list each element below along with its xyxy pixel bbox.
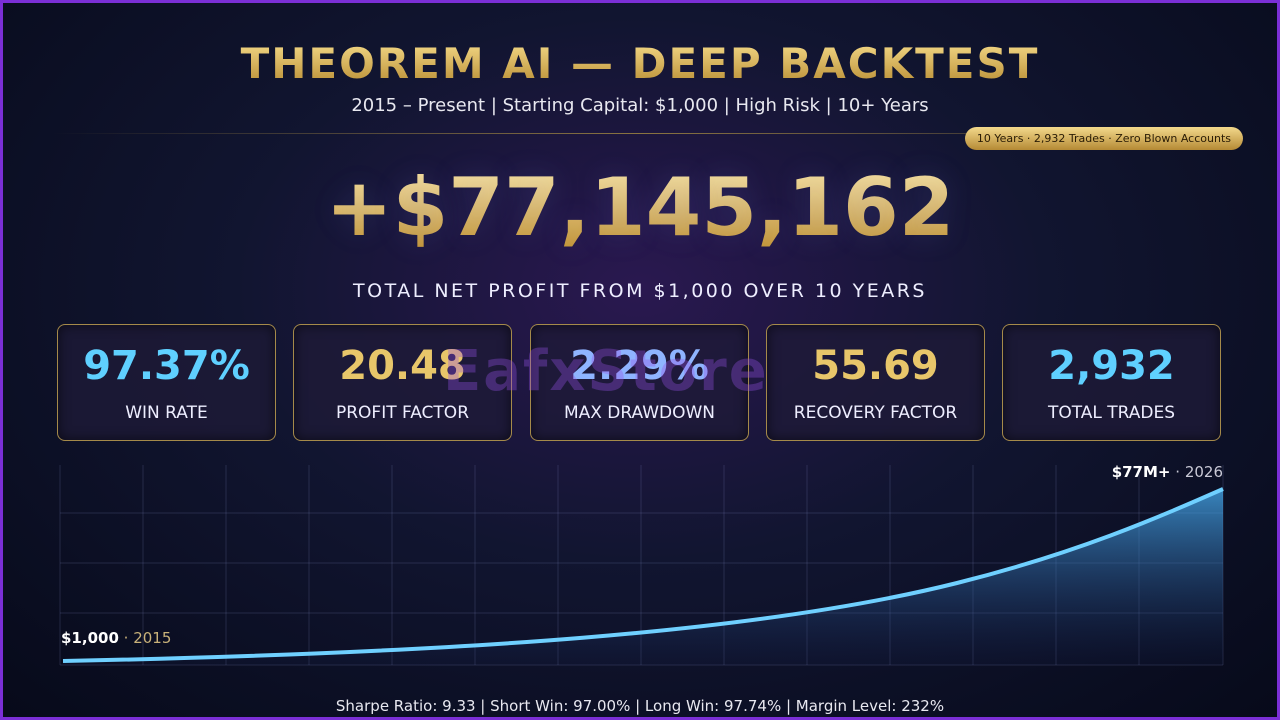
stat-card: 55.69 RECOVERY FACTOR: [766, 324, 985, 441]
headline-value: +$77,145,162: [3, 161, 1277, 254]
stat-label: WIN RATE: [125, 403, 208, 423]
title: THEOREM AI — DEEP BACKTEST: [3, 39, 1277, 88]
divider: [53, 133, 1227, 134]
stat-label: TOTAL TRADES: [1047, 403, 1176, 423]
curve-line: [62, 487, 1224, 663]
stat-label: RECOVERY FACTOR: [793, 403, 958, 423]
end-value: $77M+: [1112, 463, 1171, 481]
curve-area: [63, 489, 1223, 665]
stat-label: PROFIT FACTOR: [335, 403, 470, 423]
stat-value: 2.29%: [570, 343, 709, 389]
start-year: · 2015: [124, 629, 172, 647]
stat-value: 20.48: [339, 343, 466, 389]
stat-card: 97.37% WIN RATE: [57, 324, 276, 441]
stat-label: MAX DRAWDOWN: [563, 403, 716, 423]
badge: 10 Years · 2,932 Trades · Zero Blown Acc…: [964, 127, 1243, 150]
stat-value: 97.37%: [83, 343, 250, 389]
start-value: $1,000: [61, 629, 119, 647]
equity-curve: $1,000 · 2015 $77M+ · 2026: [59, 463, 1224, 666]
subtitle: 2015 – Present | Starting Capital: $1,00…: [351, 95, 929, 116]
stat-card: 2,932 TOTAL TRADES: [1002, 324, 1221, 441]
end-year: · 2026: [1175, 463, 1223, 481]
end-label: $77M+ · 2026: [1112, 463, 1223, 481]
stat-value: 55.69: [812, 343, 939, 389]
stat-value: 2,932: [1048, 343, 1175, 389]
watermark: EafxStore: [443, 339, 769, 404]
stat-card: 2.29% MAX DRAWDOWN: [530, 324, 749, 441]
headline-caption: TOTAL NET PROFIT FROM $1,000 OVER 10 YEA…: [353, 280, 927, 302]
footer: Sharpe Ratio: 9.33 | Short Win: 97.00% |…: [335, 697, 945, 715]
stat-card: 20.48 PROFIT FACTOR: [293, 324, 512, 441]
start-label: $1,000 · 2015: [61, 629, 171, 647]
